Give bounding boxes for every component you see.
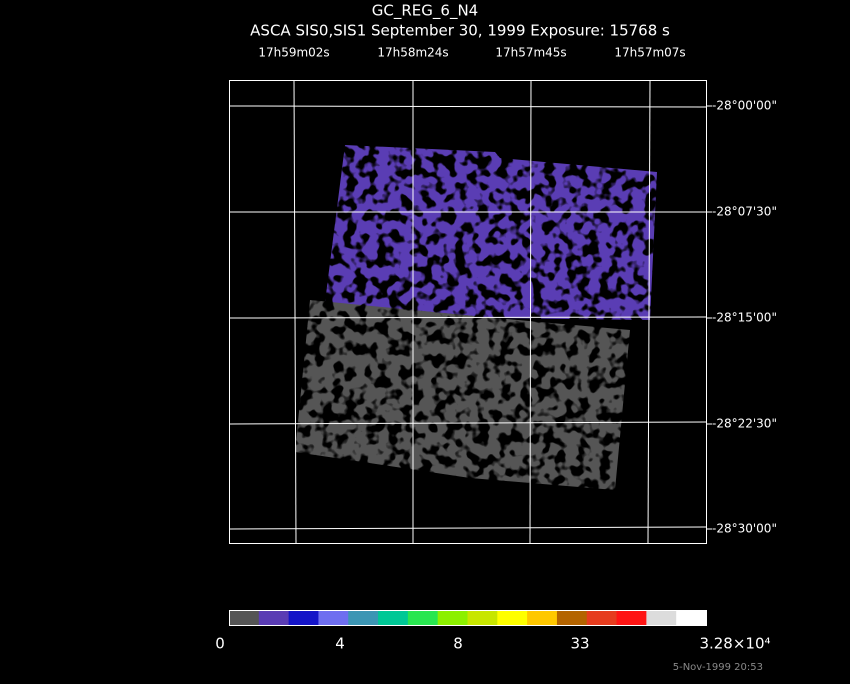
colorbar-segment [407,611,439,625]
image [295,145,657,490]
dec-label: -28°00'00" [712,99,777,113]
timestamp: 5-Nov-1999 20:53 [673,662,763,673]
grid-line [293,79,297,544]
colorbar-label: 33 [570,635,589,653]
frame [229,80,707,544]
colorbar-segment [616,611,647,625]
dec-label: -28°07'30" [712,205,777,219]
grid [228,79,707,544]
colorbar-segment [497,611,528,625]
sis0-region [325,145,657,320]
colorbar-segment [288,611,319,625]
grid-line [228,316,707,319]
dec-label: -28°15'00" [712,311,777,325]
grid-line [228,105,707,108]
colorbar-segment [229,611,260,625]
grid-line [529,79,532,544]
dec-label: -28°30'00" [712,522,777,536]
colorbar-segment [348,611,379,625]
colorbar-label: 3.28×10⁴ [699,635,770,653]
colorbar-segment [556,611,588,625]
colorbar-segment [676,611,707,625]
ra-label: 17h58m24s [377,46,448,60]
ra-label: 17h57m45s [495,46,566,60]
colorbar-segment [378,611,409,625]
colorbar-label: 8 [453,635,463,653]
grid-line [228,526,707,530]
grid-line [228,421,707,425]
ra-label: 17h57m07s [614,46,685,60]
grid-line [647,79,651,544]
colorbar-label: 4 [335,635,345,653]
colorbar-segment [527,611,558,625]
ra-label: 17h59m02s [258,46,329,60]
dec-label: -28°22'30" [712,417,777,431]
colorbar-segment [467,611,498,625]
colorbar-frame [229,610,707,626]
sis1-region [295,300,630,490]
title: GC_REG_6_N4 [372,2,478,21]
colorbar-segment [586,611,618,625]
colorbar-segment [318,611,349,625]
colorbar-label: 0 [215,635,225,653]
colorbar-segment [258,611,290,625]
colorbar-segment [437,611,468,625]
subtitle: ASCA SIS0,SIS1 September 30, 1999 Exposu… [250,22,670,40]
colorbar-segment [646,611,677,625]
